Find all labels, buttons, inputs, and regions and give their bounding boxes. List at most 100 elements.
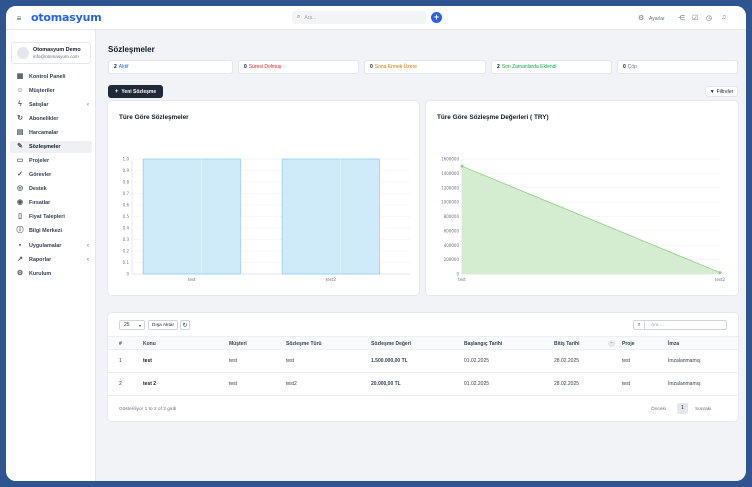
user-icon: ☺ [16, 87, 24, 94]
sidebar-item-raporlar[interactable]: ↗ Raporlar ‹ [10, 254, 92, 266]
y-tick-label: 800000 [444, 214, 460, 219]
share-icon[interactable]: ⋲ [678, 15, 685, 22]
add-button[interactable]: + [431, 12, 442, 23]
page-size-value: 25 [124, 322, 130, 328]
filter-icon: ▼ [709, 88, 715, 95]
y-tick-label: 600000 [444, 228, 460, 233]
stat-box[interactable]: 2 Aktif [108, 60, 233, 74]
column-header[interactable]: Proje [622, 341, 635, 347]
search-input[interactable]: Ara... [304, 14, 317, 21]
bar-chart: 0 0.1 0.2 0.3 0.4 0.5 0.6 0.7 0.8 0.9 1.0 test test2 [123, 157, 410, 282]
stat-box[interactable]: 0 Sona Ermek Üzere [364, 60, 486, 74]
column-header[interactable]: Sözleşme Türü [286, 341, 322, 347]
table-cell: test [229, 381, 238, 387]
tasks-icon[interactable]: ☑ [692, 15, 699, 22]
sidebar-item-müşteriler[interactable]: ☺ Müşteriler [10, 85, 92, 97]
table-search[interactable]: ⌕ Ara... [633, 320, 727, 330]
sidebar-item-kurulum[interactable]: ⚙ Kurulum [10, 268, 92, 280]
table-cell: 1 [119, 358, 122, 364]
sidebar-item-görevler[interactable]: ✓ Görevler [10, 169, 92, 181]
page-size-select[interactable]: 25 ▾ [119, 320, 145, 330]
prev-page-button[interactable]: Önceki [651, 407, 666, 412]
sidebar-item-harcamalar[interactable]: ▤ Harcamalar [10, 127, 92, 139]
y-tick-label: 1000000 [441, 200, 459, 205]
app-window: ≡ otomasyum ⌕ Ara... + ⚙ Ayarlar ⋲ ☑ ◷ ♫… [6, 6, 746, 481]
filters-label: Filtreler [716, 88, 734, 95]
series-line [461, 165, 721, 273]
new-contract-label: Yeni Sözleşme [121, 88, 157, 95]
sidebar-item-label: Bilgi Merkezi [29, 228, 62, 234]
chart-icon: ↗ [17, 256, 23, 263]
search-icon: ⌕ [297, 14, 301, 20]
stat-box[interactable]: 2 Son Zamanlarda Eklendi [491, 60, 612, 74]
clock-icon[interactable]: ◷ [706, 15, 713, 22]
new-contract-button[interactable]: + Yeni Sözleşme [108, 85, 163, 98]
y-tick-label: 1400000 [441, 171, 459, 176]
sidebar-item-bilgi-merkezi[interactable]: ⓘ Bilgi Merkezi [10, 225, 92, 237]
contracts-table-card: 25 ▾ Dışa Aktar ↻ ⌕ Ara... # Konu Müşteri S… [108, 313, 738, 421]
current-page-button[interactable]: 1 [677, 403, 688, 414]
y-tick-label: 0.2 [123, 249, 130, 254]
column-header[interactable]: Müşteri [229, 341, 247, 347]
search-icon: ⌕ [634, 321, 645, 329]
settings-link[interactable]: Ayarlar [649, 16, 665, 22]
table-row[interactable]: 2 test 2 test test2 20.000,00 TL 01.02.2025 28… [108, 373, 738, 396]
column-header[interactable]: Bitiş Tarihi [554, 341, 580, 347]
stat-label: Süresi Dolmuş [248, 64, 282, 70]
sidebar-item-satışlar[interactable]: ϟ Satışlar ‹ [10, 99, 92, 111]
stat-count: 0 [244, 64, 247, 70]
sort-asc-icon[interactable]: ⌃ [608, 340, 615, 347]
column-header[interactable]: Başlangıç Tarihi [464, 341, 503, 347]
sidebar-item-abonelikler[interactable]: ↻ Abonelikler [10, 113, 92, 125]
next-page-button[interactable]: Sonraki [695, 407, 712, 412]
search-box[interactable]: ⌕ Ara... [292, 11, 426, 24]
grid-icon: ▦ [16, 73, 24, 80]
sidebar-item-projeler[interactable]: ▭ Projeler [10, 155, 92, 167]
sidebar: Otomasyum Demo info@otomasyum.com ▦ Kontr… [6, 30, 96, 481]
column-header[interactable]: # [119, 341, 122, 347]
bar [281, 158, 380, 275]
sidebar-item-destek[interactable]: ◎ Destek [10, 183, 92, 195]
sidebar-item-label: Projeler [29, 158, 50, 164]
table-cell[interactable]: test 2 [143, 381, 157, 387]
sidebar-item-fiyat-talepleri[interactable]: ▯ Fiyat Talepleri [10, 211, 92, 223]
sidebar-item-label: Uygulamalar [29, 243, 62, 249]
data-point [718, 271, 722, 274]
column-header[interactable]: Sözleşme Değeri [371, 341, 412, 347]
logo[interactable]: otomasyum [31, 11, 102, 24]
chart-card-values: Türe Göre Sözleşme Değerleri ( TRY) 0 200… [426, 101, 738, 295]
table-info: Gösteriliyor 1 to 2 of 2 girdi [119, 407, 177, 412]
target-icon: ◉ [16, 199, 24, 206]
stat-box[interactable]: 0 Süresi Dolmuş [238, 60, 359, 74]
bell-icon[interactable]: ♫ [721, 14, 727, 21]
sidebar-item-kontrol-paneli[interactable]: ▦ Kontrol Paneli [10, 71, 92, 83]
column-header[interactable]: İmza [668, 341, 680, 347]
sidebar-item-label: Fiyat Talepleri [29, 214, 65, 220]
data-point [460, 164, 464, 168]
sidebar-item-uygulamalar[interactable]: ▪ Uygulamalar ‹ [10, 240, 92, 252]
sidebar-item-label: Harcamalar [29, 130, 59, 136]
area-chart: 0 200000 400000 600000 800000 1000000 1200000 1… [441, 157, 725, 283]
sidebar-item-sözleşmeler[interactable]: ✎ Sözleşmeler [10, 141, 92, 153]
avatar [17, 47, 29, 59]
sidebar-item-fırsatlar[interactable]: ◉ Fırsatlar [10, 197, 92, 209]
table-search-input[interactable]: Ara... [651, 322, 663, 328]
page-title: Sözleşmeler [108, 45, 155, 54]
table-row[interactable]: 1 test test test 1.500.000,00 TL 01.02.2025 28… [108, 350, 738, 373]
stat-label: Sona Ermek Üzere [374, 64, 418, 70]
table-cell: 1.500.000,00 TL [371, 358, 408, 364]
sidebar-item-label: Sözleşmeler [29, 144, 61, 150]
menu-icon[interactable]: ≡ [16, 13, 22, 23]
chevron-left-icon: ‹ [87, 102, 89, 108]
column-header[interactable]: Konu [143, 341, 156, 347]
sidebar-item-label: Destek [29, 186, 47, 192]
export-button[interactable]: Dışa Aktar [148, 320, 178, 330]
refresh-icon[interactable]: ↻ [180, 320, 190, 330]
filters-button[interactable]: ▼ Filtreler [705, 86, 738, 97]
stat-box[interactable]: 0 Çöp [617, 60, 738, 74]
receipt-icon: ▤ [16, 129, 24, 136]
settings-gear-icon[interactable]: ⚙ [638, 15, 645, 22]
user-card[interactable]: Otomasyum Demo info@otomasyum.com [11, 42, 91, 64]
table-cell: 28.02.2025 [554, 381, 580, 387]
table-cell[interactable]: test [143, 358, 152, 364]
